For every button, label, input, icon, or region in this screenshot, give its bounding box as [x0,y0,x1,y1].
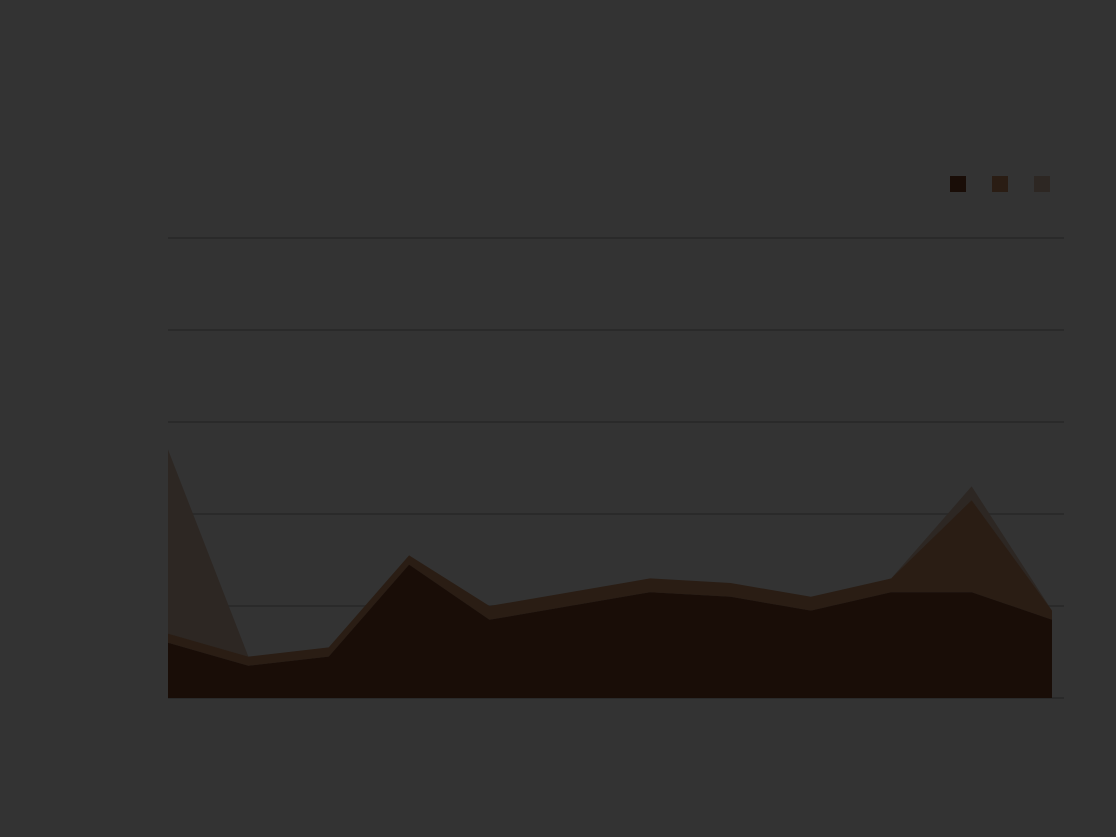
legend-item [950,176,974,192]
legend-swatch [992,176,1008,192]
legend-swatch [1034,176,1050,192]
chart-legend [950,176,1058,192]
legend-swatch [950,176,966,192]
area-series-fill [168,564,1052,698]
area-series-fill [168,500,1052,666]
legend-item [992,176,1016,192]
area-series [168,449,1052,698]
legend-item [1034,176,1058,192]
